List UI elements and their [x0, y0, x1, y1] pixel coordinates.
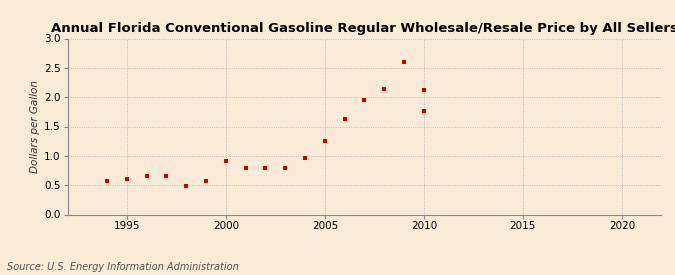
Y-axis label: Dollars per Gallon: Dollars per Gallon — [30, 80, 40, 173]
Text: Source: U.S. Energy Information Administration: Source: U.S. Energy Information Administ… — [7, 262, 238, 272]
Title: Annual Florida Conventional Gasoline Regular Wholesale/Resale Price by All Selle: Annual Florida Conventional Gasoline Reg… — [51, 21, 675, 35]
